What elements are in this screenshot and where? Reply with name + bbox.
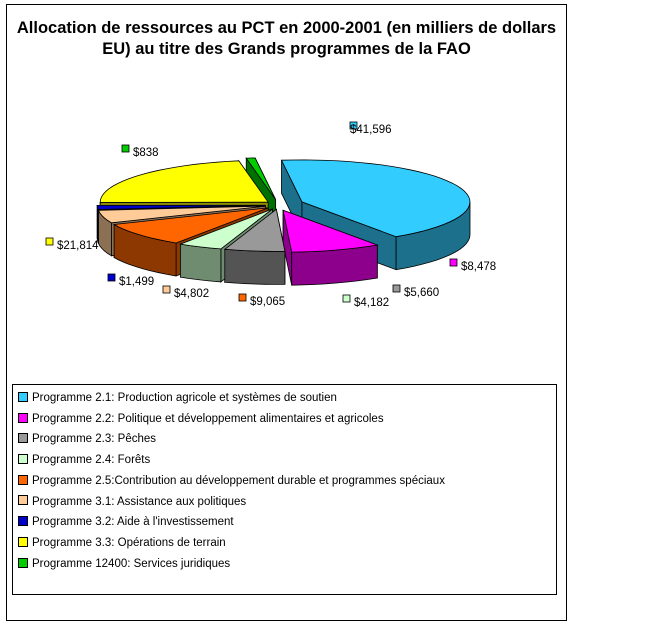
legend-swatch-3	[18, 454, 28, 465]
legend-swatch-7	[18, 536, 28, 547]
legend-label-7: Programme 3.3: Opérations de terrain	[32, 536, 226, 549]
legend-swatch-5	[18, 495, 28, 506]
legend-entry-2: Programme 2.3: Pêches	[18, 431, 156, 447]
pie-slice-4	[112, 207, 269, 244]
legend-entry-0: Programme 2.1: Production agricole et sy…	[18, 390, 337, 406]
chart-title-line-2: EU) au titre des Grands programmes de la…	[102, 40, 471, 58]
data-label-marker-6	[107, 273, 116, 282]
legend-entry-3: Programme 2.4: Forêts	[18, 452, 150, 468]
slice-outer-wall-2-0	[224, 248, 286, 285]
legend-label-8: Programme 12400: Services juridiques	[32, 557, 231, 570]
legend-entry-7: Programme 3.3: Opérations de terrain	[18, 535, 226, 551]
legend-label-0: Programme 2.1: Production agricole et sy…	[32, 392, 337, 404]
pie-slice-6	[96, 204, 266, 210]
legend-swatch-0	[18, 391, 28, 402]
legend-entry-6: Programme 3.2: Aide à l'investissement	[18, 514, 234, 530]
data-label-6: $1,499	[119, 276, 154, 288]
legend-label-1: Programme 2.2: Politique et développemen…	[32, 412, 384, 425]
chart-title: Allocation de ressources au PCT en 2000-…	[6, 18, 567, 60]
legend-swatch-1	[18, 412, 28, 423]
legend-entry-1: Programme 2.2: Politique et développemen…	[18, 411, 384, 427]
pie-slice-7	[99, 160, 269, 203]
data-label-marker-8	[121, 144, 130, 153]
legend-swatch-6	[18, 516, 28, 527]
legend-swatch-4	[18, 474, 28, 485]
pie-slice-8	[245, 157, 276, 200]
legend-label-3: Programme 2.4: Forêts	[32, 454, 151, 467]
data-label-4: $9,065	[250, 296, 285, 308]
data-label-7: $21,814	[57, 240, 99, 252]
data-label-8: $838	[133, 147, 159, 159]
legend-label-5: Programme 3.1: Assistance aux politiques	[32, 495, 247, 508]
data-label-marker-5	[162, 285, 171, 294]
data-label-marker-1	[449, 258, 458, 267]
data-label-3: $4,182	[354, 297, 389, 309]
chart-title-line-1: Allocation de ressources au PCT en 2000-…	[16, 19, 557, 37]
data-label-marker-4	[238, 293, 247, 302]
data-label-marker-3	[342, 294, 351, 303]
legend-entry-5: Programme 3.1: Assistance aux politiques	[18, 494, 246, 510]
pie-slice-5	[97, 205, 266, 224]
pie-slice-1	[282, 209, 379, 253]
data-label-marker-2	[392, 284, 401, 293]
data-label-0: $41,596	[350, 124, 392, 136]
data-labels: $41,596 $8,478 $5,660 $4,182 $9,065 $4,802 $1,…	[45, 121, 496, 309]
data-label-marker-0	[349, 121, 358, 130]
pie-tops	[96, 157, 471, 253]
pie-slice-3	[178, 208, 273, 250]
data-label-5: $4,802	[174, 288, 209, 300]
legend: Programme 2.1: Production agricole et sy…	[12, 384, 557, 595]
legend-label-4: Programme 2.5:Contribution au développem…	[32, 474, 445, 487]
data-label-2: $5,660	[404, 287, 439, 299]
slice-outer-wall-3-0	[180, 243, 222, 283]
legend-entry-8: Programme 12400: Services juridiques	[18, 556, 230, 572]
legend-entry-4: Programme 2.5:Contribution au développem…	[18, 473, 445, 489]
legend-label-6: Programme 3.2: Aide à l'investissement	[32, 516, 234, 529]
data-label-1: $8,478	[461, 261, 496, 273]
data-label-marker-7	[45, 237, 54, 246]
pie-slice-2	[223, 208, 286, 252]
legend-swatch-8	[18, 557, 28, 568]
slice-outer-wall-6-0	[96, 205, 99, 243]
legend-label-2: Programme 2.3: Pêches	[32, 433, 157, 446]
legend-swatch-2	[18, 433, 28, 444]
pie-slice-0	[280, 159, 471, 238]
